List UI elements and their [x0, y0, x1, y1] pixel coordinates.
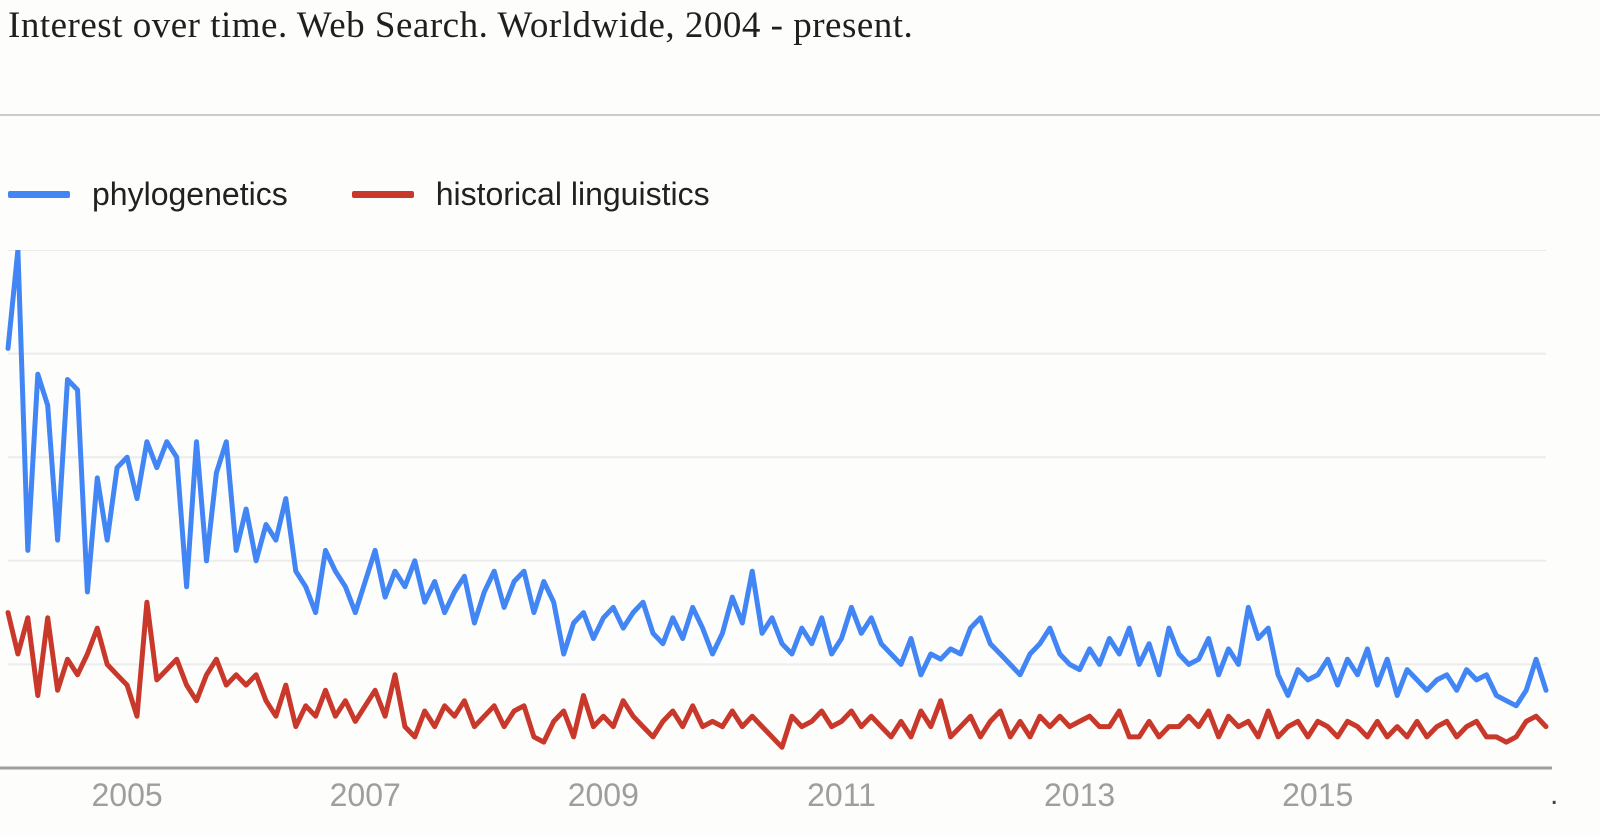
x-axis-label: 2013: [1044, 777, 1115, 813]
axis-end-period: .: [1550, 778, 1559, 811]
legend-item-phylogenetics: phylogenetics: [8, 176, 288, 213]
x-axis-label: 2015: [1282, 777, 1353, 813]
legend-item-historical-linguistics: historical linguistics: [351, 176, 710, 213]
legend: phylogenetics historical linguistics: [8, 176, 710, 213]
phylogenetics-line: [5, 250, 1549, 709]
header-divider: [0, 114, 1600, 116]
legend-label-historical-linguistics: historical linguistics: [435, 176, 710, 212]
interest-over-time-chart: 2005 2007 2009 2011 2013 2015: [0, 250, 1552, 813]
x-axis-label: 2011: [807, 777, 876, 813]
x-axis-label: 2007: [330, 777, 401, 813]
x-axis-label: 2009: [568, 777, 639, 813]
historical-linguistics-line-swatch: [351, 191, 414, 198]
page-title: Interest over time. Web Search. Worldwid…: [8, 5, 914, 46]
x-axis-label: 2005: [92, 777, 163, 813]
historical-linguistics-line: [5, 599, 1549, 750]
legend-label-phylogenetics: phylogenetics: [92, 176, 288, 212]
phylogenetics-line-swatch: [8, 191, 70, 198]
